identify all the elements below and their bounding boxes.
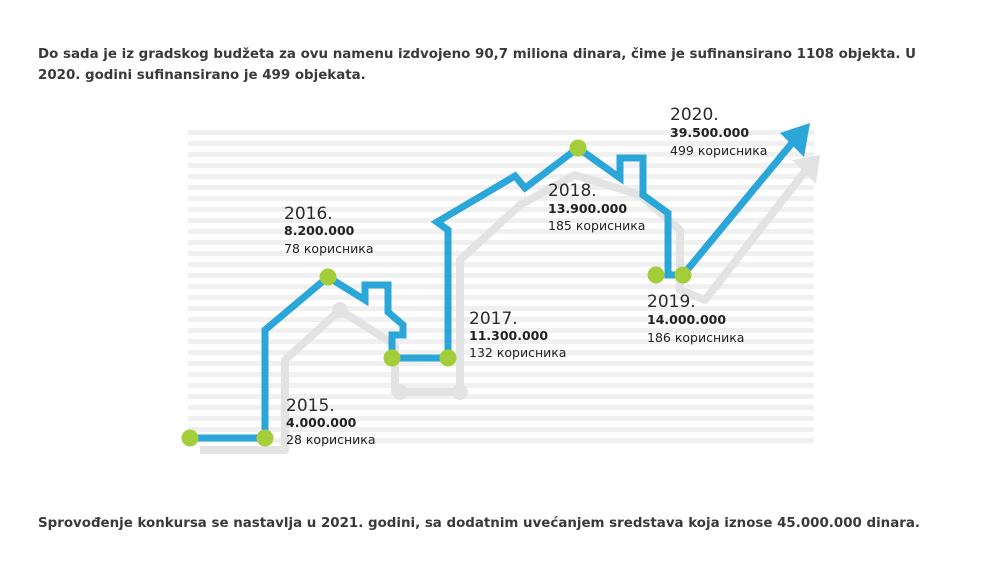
users-label: 499 корисника — [670, 143, 767, 158]
year-label: 2020. — [670, 105, 719, 125]
label-2018: 2018. 13.900.000 185 корисника — [548, 181, 645, 233]
amount-label: 39.500.000 — [670, 125, 749, 140]
amount-label: 8.200.000 — [284, 223, 355, 238]
stripe — [188, 174, 814, 179]
amount-label: 11.300.000 — [469, 328, 548, 343]
year-label: 2018. — [548, 181, 597, 201]
stripe — [188, 251, 814, 256]
users-label: 132 корисника — [469, 345, 566, 360]
year-label: 2016. — [284, 204, 333, 224]
stripe — [188, 273, 814, 278]
stripe — [188, 284, 814, 289]
stripe — [188, 196, 814, 201]
label-2017: 2017. 11.300.000 132 корисника — [469, 309, 566, 360]
label-2019: 2019. 14.000.000 186 корисника — [647, 292, 744, 345]
stripe — [188, 306, 814, 311]
label-2016: 2016. 8.200.000 78 корисника — [284, 204, 374, 256]
data-point — [569, 139, 587, 157]
data-point — [181, 429, 199, 447]
amount-label: 4.000.000 — [286, 415, 357, 430]
main-line — [190, 134, 800, 442]
year-label: 2017. — [469, 309, 518, 329]
data-points — [181, 139, 692, 447]
stripe — [188, 328, 814, 333]
amount-label: 13.900.000 — [548, 201, 627, 216]
stripe — [188, 152, 814, 157]
label-2020: 2020. 39.500.000 499 корисника — [670, 105, 767, 158]
stripe — [188, 130, 814, 135]
data-point — [647, 266, 665, 284]
stripe — [188, 438, 814, 443]
stripe — [188, 372, 814, 377]
outro-paragraph: Sprovođenje konkursa se nastavlja u 2021… — [38, 516, 920, 531]
users-label: 78 корисника — [284, 241, 374, 256]
stripe — [188, 394, 814, 399]
stripe — [188, 163, 814, 168]
stripe — [188, 405, 814, 410]
data-point — [439, 349, 457, 367]
users-label: 186 корисника — [647, 330, 744, 345]
intro-paragraph: Do sada je iz gradskog budžeta za ovu na… — [38, 47, 917, 83]
main-arrow-head — [780, 123, 810, 157]
users-label: 185 корисника — [548, 218, 645, 233]
stripe — [188, 229, 814, 234]
data-point — [674, 266, 692, 284]
stripe — [188, 295, 814, 300]
data-point — [256, 429, 274, 447]
stripe — [188, 262, 814, 267]
stripe — [188, 416, 814, 421]
label-2015: 2015. 4.000.000 28 корисника — [286, 396, 376, 447]
stripe — [188, 350, 814, 355]
shadow-joint — [332, 302, 348, 318]
shadow-arrow-head — [792, 155, 820, 184]
shadow-joint — [392, 384, 408, 400]
stripe — [188, 207, 814, 212]
stripe — [188, 427, 814, 432]
year-label: 2019. — [647, 292, 696, 312]
stripe — [188, 317, 814, 322]
stripe — [188, 240, 814, 245]
data-point — [319, 268, 337, 286]
stripe — [188, 339, 814, 344]
users-label: 28 корисника — [286, 432, 376, 447]
amount-label: 14.000.000 — [647, 312, 726, 327]
stripe — [188, 383, 814, 388]
data-point — [383, 349, 401, 367]
stripe — [188, 141, 814, 146]
year-label: 2015. — [286, 396, 335, 416]
stripe — [188, 361, 814, 366]
shadow-joint — [452, 384, 468, 400]
